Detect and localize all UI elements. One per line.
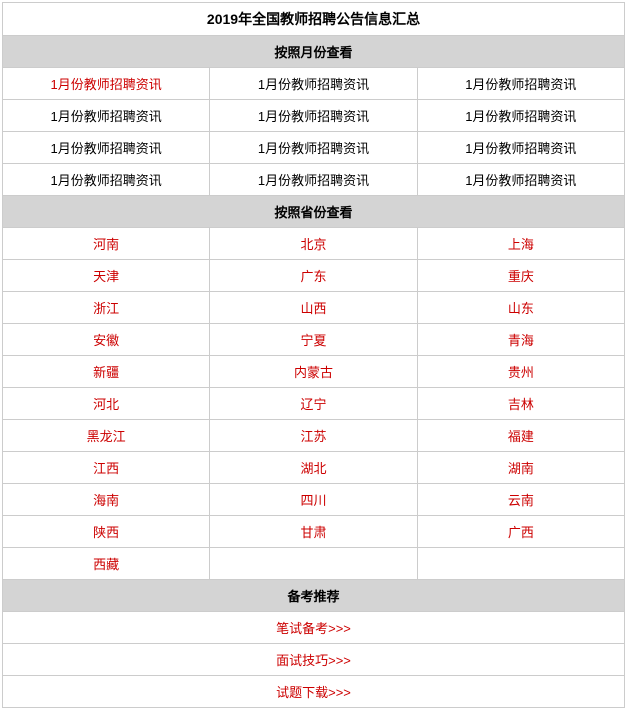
- summary-table: 2019年全国教师招聘公告信息汇总按照月份查看 1月份教师招聘资讯 1月份教师招聘资…: [2, 2, 625, 708]
- province-link[interactable]: 甘肃: [300, 525, 326, 540]
- recommend-link[interactable]: 试题下载>>>: [276, 685, 351, 700]
- province-section-header: 按照省份查看: [3, 196, 625, 228]
- month-link[interactable]: 1月份教师招聘资讯: [465, 141, 576, 156]
- province-link[interactable]: 青海: [508, 333, 534, 348]
- month-link[interactable]: 1月份教师招聘资讯: [258, 109, 369, 124]
- empty-cell: [210, 548, 417, 580]
- province-link[interactable]: 新疆: [93, 365, 119, 380]
- province-link[interactable]: 海南: [93, 493, 119, 508]
- province-link[interactable]: 河南: [93, 237, 119, 252]
- province-link[interactable]: 陕西: [93, 525, 119, 540]
- province-link[interactable]: 内蒙古: [294, 365, 333, 380]
- province-link[interactable]: 重庆: [508, 269, 534, 284]
- recommend-link[interactable]: 面试技巧>>>: [276, 653, 351, 668]
- province-link[interactable]: 宁夏: [300, 333, 326, 348]
- recommend-section-header: 备考推荐: [3, 580, 625, 612]
- month-link[interactable]: 1月份教师招聘资讯: [51, 77, 162, 92]
- month-link[interactable]: 1月份教师招聘资讯: [258, 173, 369, 188]
- province-link[interactable]: 江西: [93, 461, 119, 476]
- province-link[interactable]: 广西: [508, 525, 534, 540]
- province-link[interactable]: 贵州: [508, 365, 534, 380]
- province-link[interactable]: 湖北: [300, 461, 326, 476]
- province-link[interactable]: 天津: [93, 269, 119, 284]
- province-link[interactable]: 吉林: [508, 397, 534, 412]
- province-link[interactable]: 上海: [508, 237, 534, 252]
- province-link[interactable]: 山东: [508, 301, 534, 316]
- province-link[interactable]: 四川: [300, 493, 326, 508]
- main-title: 2019年全国教师招聘公告信息汇总: [3, 3, 625, 36]
- province-link[interactable]: 广东: [300, 269, 326, 284]
- province-link[interactable]: 湖南: [508, 461, 534, 476]
- month-link[interactable]: 1月份教师招聘资讯: [51, 109, 162, 124]
- month-link[interactable]: 1月份教师招聘资讯: [51, 141, 162, 156]
- month-link[interactable]: 1月份教师招聘资讯: [51, 173, 162, 188]
- recommend-link[interactable]: 笔试备考>>>: [276, 621, 351, 636]
- month-link[interactable]: 1月份教师招聘资讯: [258, 141, 369, 156]
- province-link[interactable]: 浙江: [93, 301, 119, 316]
- month-link[interactable]: 1月份教师招聘资讯: [465, 77, 576, 92]
- month-link[interactable]: 1月份教师招聘资讯: [258, 77, 369, 92]
- province-link[interactable]: 安徽: [93, 333, 119, 348]
- province-link[interactable]: 云南: [508, 493, 534, 508]
- province-link[interactable]: 福建: [508, 429, 534, 444]
- empty-cell: [417, 548, 624, 580]
- province-link[interactable]: 黑龙江: [87, 429, 126, 444]
- province-link[interactable]: 河北: [93, 397, 119, 412]
- province-link[interactable]: 北京: [300, 237, 326, 252]
- month-link[interactable]: 1月份教师招聘资讯: [465, 109, 576, 124]
- province-link[interactable]: 江苏: [300, 429, 326, 444]
- month-link[interactable]: 1月份教师招聘资讯: [465, 173, 576, 188]
- province-link[interactable]: 西藏: [93, 557, 119, 572]
- month-section-header: 按照月份查看: [3, 36, 625, 68]
- province-link[interactable]: 山西: [300, 301, 326, 316]
- province-link[interactable]: 辽宁: [300, 397, 326, 412]
